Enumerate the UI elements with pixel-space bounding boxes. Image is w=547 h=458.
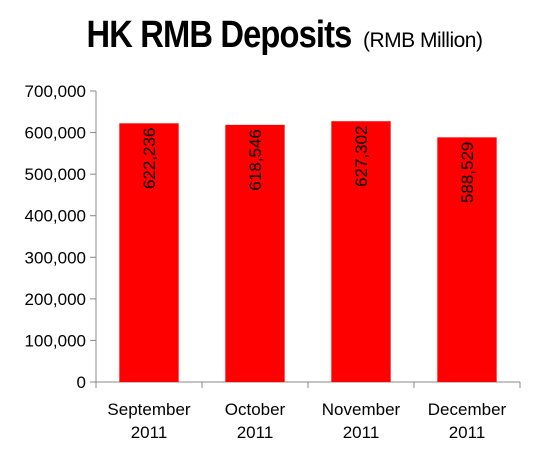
chart-title: HK RMB Deposits (RMB Million) [0,14,547,57]
x-tick-label: 2011 [237,423,274,442]
y-tick-label: 200,000 [25,290,86,309]
x-tick-label: 2011 [449,423,486,442]
x-tick-label: November [322,400,401,419]
y-tick-label: 600,000 [25,124,86,143]
x-tick-label: September [107,400,190,419]
data-label: 588,529 [458,142,477,203]
x-tick-label: October [225,400,286,419]
y-tick-label: 400,000 [25,207,86,226]
bar [331,121,391,383]
x-tick-label: 2011 [343,423,380,442]
x-tick-label: December [428,400,507,419]
y-tick-label: 300,000 [25,248,86,267]
y-tick-label: 700,000 [25,82,86,101]
y-tick-label: 500,000 [25,165,86,184]
data-label: 618,546 [246,129,265,190]
bar [437,137,497,382]
data-label: 622,236 [140,128,159,189]
bar [119,123,179,382]
chart-title-main: HK RMB Deposits [86,14,352,56]
y-tick-label: 0 [77,373,86,392]
bar [225,124,285,382]
y-tick-label: 100,000 [25,331,86,350]
x-tick-label: 2011 [131,423,168,442]
data-label: 627,302 [352,125,371,186]
chart-subtitle: (RMB Million) [362,29,483,52]
